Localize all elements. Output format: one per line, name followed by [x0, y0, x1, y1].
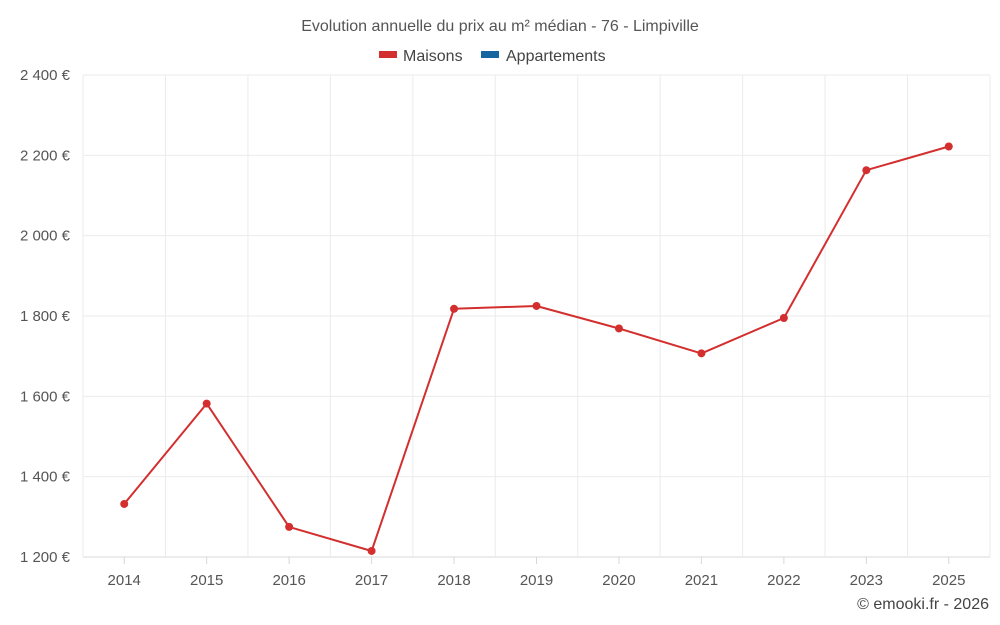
y-tick-label: 1 200 €: [20, 549, 71, 566]
y-axis-ticks: 1 200 € 1 400 € 1 600 € 1 800 € 2 000 € 2 200…: [20, 67, 71, 566]
x-tick-label: 2018: [437, 572, 470, 589]
x-tick-label: 2021: [685, 572, 718, 589]
legend-label-appartements: Appartements: [506, 48, 606, 65]
data-point-maisons[interactable]: [285, 522, 294, 531]
y-tick-label: 1 800 €: [20, 308, 71, 325]
data-point-maisons[interactable]: [532, 301, 541, 310]
legend: Maisons Appartements: [379, 48, 606, 65]
y-tick-label: 1 600 €: [20, 388, 71, 405]
data-point-maisons[interactable]: [779, 314, 788, 323]
data-point-maisons[interactable]: [202, 399, 211, 408]
legend-item-appartements[interactable]: Appartements: [481, 48, 606, 65]
legend-swatch-maisons: [379, 51, 397, 58]
x-tick-label: 2023: [850, 572, 883, 589]
data-point-maisons[interactable]: [367, 546, 376, 555]
x-tick-label: 2019: [520, 572, 553, 589]
chart-title: Evolution annuelle du prix au m² médian …: [301, 18, 699, 35]
series-maisons: [120, 142, 953, 555]
x-tick-label: 2022: [767, 572, 800, 589]
x-tick-label: 2025: [932, 572, 965, 589]
data-point-maisons[interactable]: [697, 349, 706, 358]
legend-label-maisons: Maisons: [403, 48, 463, 65]
x-axis-ticks: 2014 2015 2016 2017 2018 2019 2020 2021 2022 2023…: [108, 572, 966, 589]
y-tick-label: 2 000 €: [20, 228, 71, 245]
data-point-maisons[interactable]: [120, 499, 129, 508]
y-tick-label: 2 400 €: [20, 67, 71, 84]
x-tick-label: 2016: [272, 572, 305, 589]
x-tick-label: 2020: [602, 572, 635, 589]
data-point-maisons[interactable]: [450, 304, 459, 313]
grid: [82, 74, 991, 564]
x-tick-label: 2014: [108, 572, 141, 589]
x-tick-label: 2017: [355, 572, 388, 589]
y-tick-label: 2 200 €: [20, 147, 71, 164]
legend-swatch-appartements: [481, 51, 499, 58]
data-point-maisons[interactable]: [614, 324, 623, 333]
credit-text: © emooki.fr - 2026: [857, 596, 989, 613]
data-point-maisons[interactable]: [862, 166, 871, 175]
y-tick-label: 1 400 €: [20, 469, 71, 486]
data-point-maisons[interactable]: [944, 142, 953, 151]
legend-item-maisons[interactable]: Maisons: [379, 48, 463, 65]
x-tick-label: 2015: [190, 572, 223, 589]
